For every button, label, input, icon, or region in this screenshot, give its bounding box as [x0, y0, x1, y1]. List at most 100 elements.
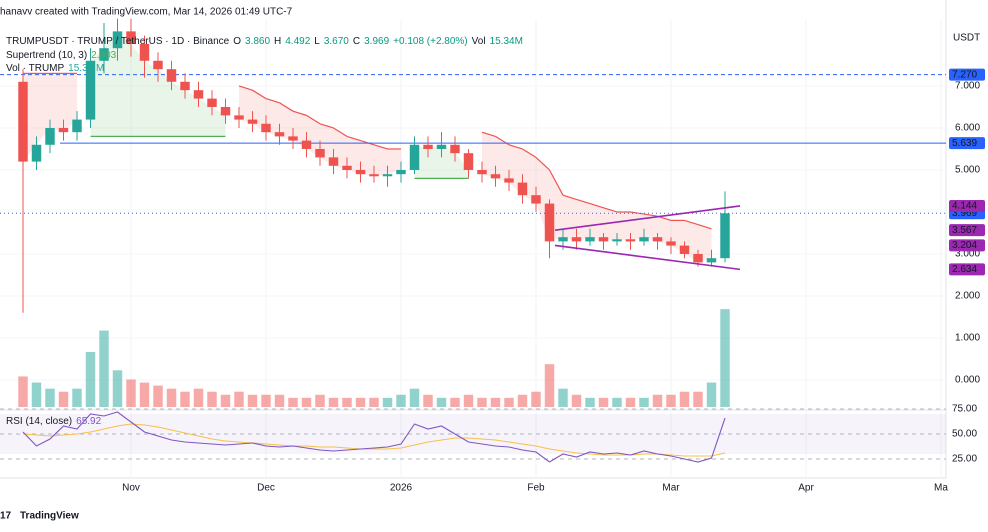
- supertrend-fill: [50, 73, 64, 133]
- supertrend-line: [306, 114, 321, 125]
- ohlc-value: 3.670: [324, 36, 349, 47]
- volume-bar: [558, 388, 568, 407]
- supertrend-line: [576, 198, 591, 205]
- candle-body: [180, 81, 190, 91]
- y-tick-label: 2.000: [955, 291, 980, 302]
- volume-bar: [490, 397, 501, 407]
- candle-body: [193, 90, 204, 99]
- candle-body: [450, 144, 460, 154]
- y-tick-label: 3.000: [955, 249, 980, 260]
- price-tag: [949, 68, 985, 81]
- candle-body: [301, 140, 312, 149]
- volume-bar: [99, 330, 109, 407]
- volume-bar: [315, 394, 325, 407]
- candle-body: [706, 258, 717, 263]
- supertrend-fill: [482, 132, 496, 179]
- price-tag: [949, 263, 985, 276]
- volume-bar: [31, 382, 42, 407]
- ohlc-key: L: [314, 36, 320, 47]
- supertrend-fill: [576, 199, 590, 242]
- volume-bar: [463, 394, 474, 407]
- candle-body: [328, 157, 339, 166]
- candle-body: [558, 237, 568, 242]
- supertrend-line: [265, 98, 280, 104]
- candle-body: [666, 241, 676, 246]
- supertrend-fill: [455, 153, 469, 179]
- x-tick-label: Mar: [662, 483, 680, 494]
- candle-body: [720, 213, 730, 259]
- supertrend-fill: [698, 224, 712, 263]
- supertrend-line: [603, 207, 618, 213]
- volume-bar: [639, 397, 649, 407]
- volume-bar: [45, 388, 55, 407]
- x-tick-label: Dec: [257, 483, 275, 494]
- supertrend-fill: [158, 69, 172, 137]
- supertrend-fill: [617, 211, 631, 242]
- supertrend-line: [684, 219, 699, 226]
- ohlc-key: C: [353, 36, 360, 47]
- supertrend-line: [522, 148, 537, 158]
- supertrend-line: [508, 144, 523, 150]
- x-tick-label: Nov: [122, 483, 140, 494]
- candle-body: [274, 132, 285, 137]
- candle-body: [288, 136, 298, 141]
- candle-body: [139, 43, 150, 61]
- price-tag: [949, 239, 985, 252]
- candle-body: [477, 169, 487, 175]
- y-tick-label: 1.000: [955, 333, 980, 344]
- volume-bar: [220, 394, 231, 407]
- supertrend-line: [643, 213, 658, 217]
- wedge-line: [554, 244, 741, 271]
- volume-bar: [274, 394, 285, 407]
- supertrend-line: [319, 123, 334, 129]
- price-tag-label: 3.969: [952, 208, 977, 219]
- price-tag-label: 5.639: [952, 138, 977, 149]
- volume-bar: [652, 394, 663, 407]
- supertrend-line: [481, 131, 496, 137]
- volume-bar: [693, 391, 703, 407]
- supertrend-line: [252, 89, 267, 100]
- candle-body: [463, 153, 474, 170]
- wedge-line: [554, 205, 741, 231]
- candle-body: [207, 98, 217, 107]
- candle-body: [153, 60, 163, 70]
- volume-bar: [666, 394, 676, 407]
- volume-bar: [423, 394, 433, 407]
- supertrend-line: [292, 110, 307, 116]
- volume-bar: [585, 397, 595, 407]
- supertrend-fill: [117, 31, 131, 137]
- candle-body: [342, 165, 352, 170]
- candle-body: [598, 237, 609, 242]
- supertrend-fill: [279, 102, 293, 141]
- brand-logo: 17: [0, 511, 12, 522]
- volume-bar: [369, 397, 379, 407]
- volume-bar: [85, 351, 96, 407]
- candle-body: [612, 239, 622, 242]
- supertrend-fill: [563, 195, 577, 242]
- brand: TradingView: [20, 511, 79, 522]
- ohlc-value: 3.860: [245, 36, 270, 47]
- price-tag: [949, 199, 985, 212]
- candle-body: [369, 174, 379, 177]
- ohlc-value: 4.492: [285, 36, 310, 47]
- price-tag-label: 7.270: [952, 69, 977, 80]
- candle-body: [409, 144, 420, 170]
- candle-body: [112, 31, 123, 49]
- candle-body: [585, 237, 595, 242]
- price-tag-label: 3.204: [952, 240, 977, 251]
- candle-body: [315, 148, 325, 158]
- volume-bar: [625, 397, 636, 407]
- ohlc-value: 3.969: [364, 36, 389, 47]
- supertrend-line: [548, 169, 564, 196]
- volume-bar: [355, 397, 366, 407]
- supertrend-value: 2.903: [91, 50, 116, 61]
- volume-bar: [612, 397, 622, 407]
- volume-bar: [436, 397, 447, 407]
- volume-bar: [180, 391, 190, 407]
- candle-body: [423, 144, 433, 149]
- candle-body: [45, 127, 55, 145]
- candle-body: [517, 182, 528, 196]
- volume-bar: [504, 397, 514, 407]
- volume-bar: [247, 394, 258, 407]
